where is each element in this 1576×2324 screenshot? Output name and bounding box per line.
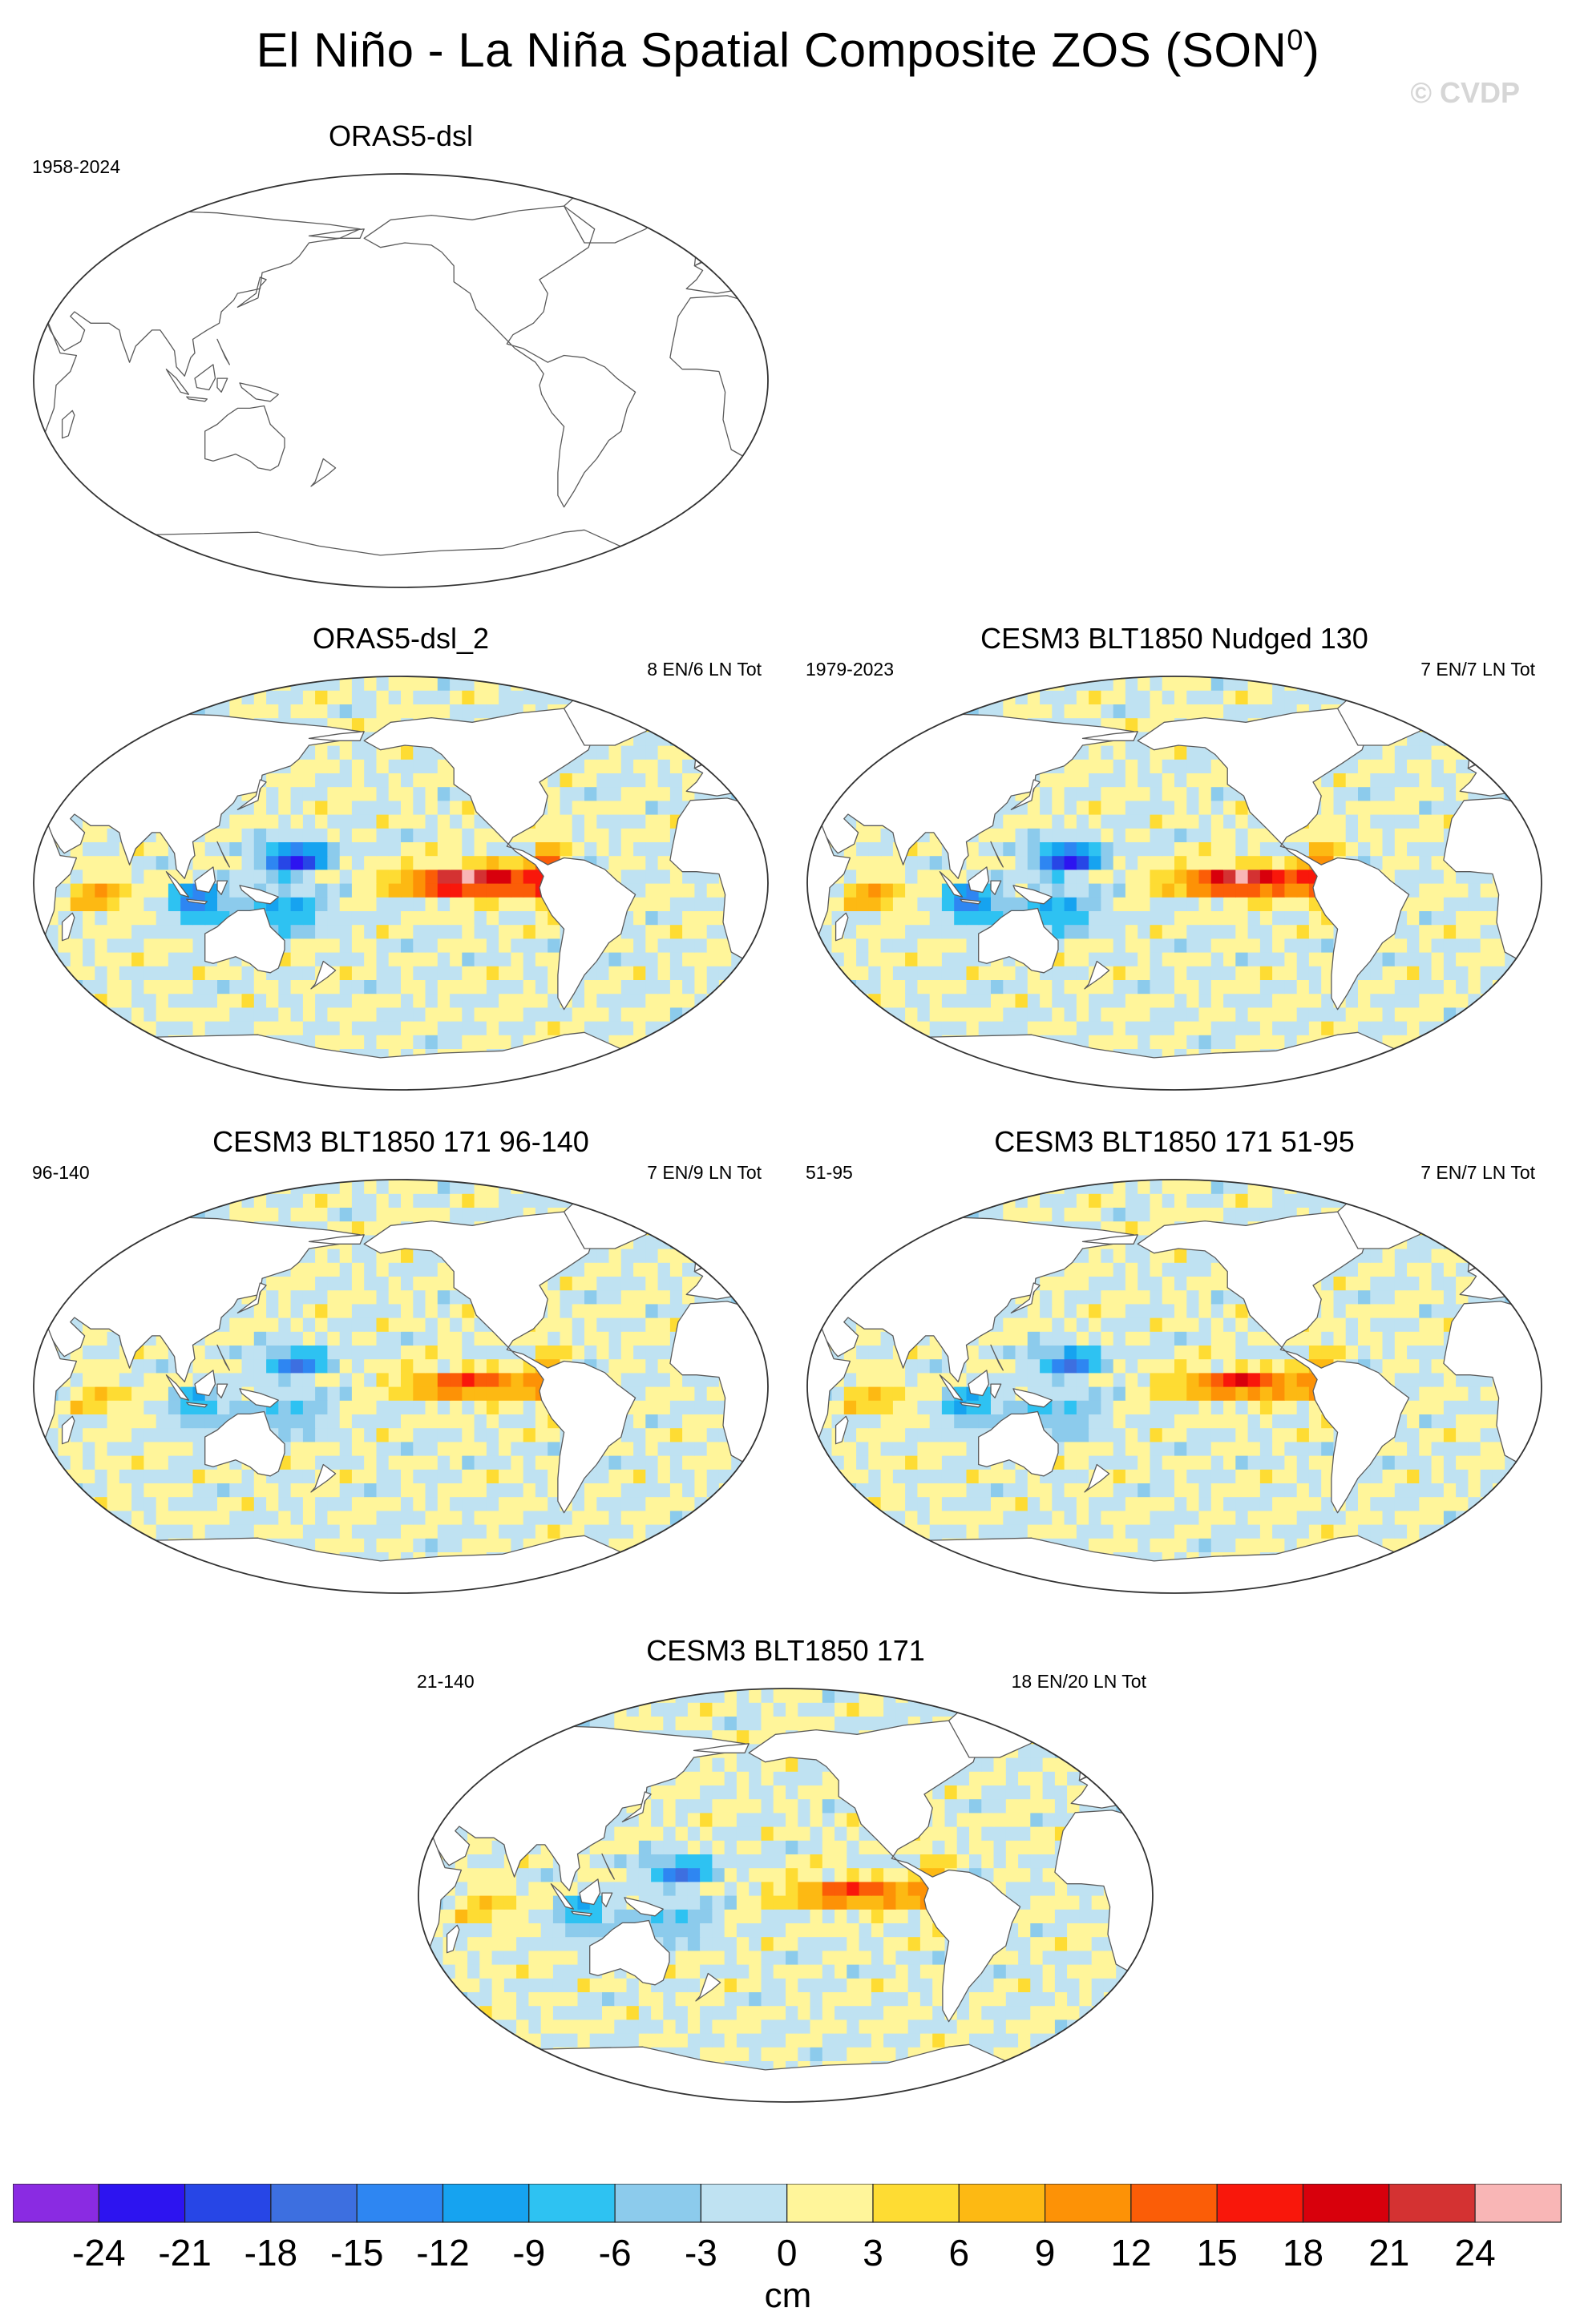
- colorbar-tick-label: -15: [330, 2232, 383, 2272]
- colorbar-tick-label: -3: [685, 2232, 717, 2272]
- colorbar-box: [1130, 2184, 1218, 2223]
- map-panel-oras5-dsl-2: ORAS5-dsl_2 8 EN/6 LN Tot: [16, 619, 786, 1132]
- colorbar-tick-label: 15: [1197, 2232, 1238, 2272]
- colorbar-tick-label: 3: [863, 2232, 883, 2272]
- colorbar-tick-label: 0: [777, 2232, 798, 2272]
- colorbar-tick-label: -24: [72, 2232, 125, 2272]
- map-panel-cesm3-171-51-95: CESM3 BLT1850 171 51-95 51-95 7 EN/7 LN …: [790, 1122, 1559, 1635]
- colorbar-box: [1044, 2184, 1132, 2223]
- colorbar-box: [614, 2184, 701, 2223]
- map-panel-oras5-dsl: ORAS5-dsl 1958-2024: [16, 116, 786, 629]
- colorbar: -24 -21 -18 -15 -12 -9 -6 -3 0 3 6 9 12 15 18 21 24: [13, 2184, 1562, 2272]
- panel-count-label: 8 EN/6 LN Tot: [647, 659, 762, 680]
- map-border: [806, 676, 1542, 1091]
- panel-title: CESM3 BLT1850 Nudged 130: [980, 622, 1368, 655]
- colorbar-box: [872, 2184, 960, 2223]
- map-border: [418, 1688, 1154, 2103]
- colorbar-box: [1216, 2184, 1304, 2223]
- panel-title: ORAS5-dsl_2: [312, 622, 490, 655]
- panel-title: CESM3 BLT1850 171: [646, 1634, 925, 1667]
- colorbar-tick-label: -12: [416, 2232, 469, 2272]
- colorbar-units-label: cm: [764, 2276, 812, 2315]
- panel-count-label: 7 EN/9 LN Tot: [647, 1162, 762, 1183]
- colorbar-tick-label: 12: [1110, 2232, 1151, 2272]
- map-panel-cesm3-171-96-140: CESM3 BLT1850 171 96-140 96-140 7 EN/9 L…: [16, 1122, 786, 1635]
- colorbar-tick-label: -18: [244, 2232, 297, 2272]
- colorbar-box: [442, 2184, 530, 2223]
- map-border: [33, 1179, 769, 1594]
- panel-period-label: 21-140: [417, 1671, 475, 1692]
- colorbar-box: [1302, 2184, 1390, 2223]
- panel-count-label: 7 EN/7 LN Tot: [1420, 1162, 1535, 1183]
- colorbar-box: [528, 2184, 616, 2223]
- colorbar-tick-label: 6: [949, 2232, 970, 2272]
- map-border: [33, 676, 769, 1091]
- colorbar-box: [958, 2184, 1046, 2223]
- panel-period-label: 96-140: [32, 1162, 90, 1183]
- panel-title: CESM3 BLT1850 171 96-140: [212, 1125, 589, 1158]
- colorbar-tick-label: -6: [599, 2232, 632, 2272]
- colorbar-box: [13, 2184, 99, 2223]
- colorbar-tick-label: -9: [512, 2232, 545, 2272]
- figure-title: El Niño - La Niña Spatial Composite ZOS …: [256, 23, 1320, 77]
- map-border: [33, 173, 769, 588]
- panel-period-label: 1958-2024: [32, 156, 120, 177]
- colorbar-tick-label: -21: [158, 2232, 211, 2272]
- map-border: [806, 1179, 1542, 1594]
- panel-period-label: 1979-2023: [806, 659, 894, 680]
- colorbar-box: [700, 2184, 788, 2223]
- colorbar-tick-label: 24: [1455, 2232, 1496, 2272]
- colorbar-box: [1388, 2184, 1476, 2223]
- cvdp-watermark: © CVDP: [1410, 76, 1520, 109]
- map-panel-cesm3-nudged-130: CESM3 BLT1850 Nudged 130 1979-2023 7 EN/…: [790, 619, 1559, 1132]
- colorbar-box: [356, 2184, 444, 2223]
- map-background: [34, 174, 768, 587]
- panel-title: CESM3 BLT1850 171 51-95: [994, 1125, 1355, 1158]
- panel-title: ORAS5-dsl: [328, 119, 474, 152]
- panel-count-label: 18 EN/20 LN Tot: [1011, 1671, 1146, 1692]
- colorbar-box: [184, 2184, 272, 2223]
- panel-period-label: 51-95: [806, 1162, 853, 1183]
- colorbar-box: [786, 2184, 874, 2223]
- colorbar-tick-label: 9: [1035, 2232, 1056, 2272]
- map-panel-cesm3-171: CESM3 BLT1850 171 21-140 18 EN/20 LN Tot: [401, 1631, 1170, 2144]
- colorbar-tick-label: 18: [1283, 2232, 1323, 2272]
- panel-count-label: 7 EN/7 LN Tot: [1420, 659, 1535, 680]
- colorbar-box: [270, 2184, 358, 2223]
- colorbar-tick-label: 21: [1368, 2232, 1409, 2272]
- colorbar-box: [98, 2184, 186, 2223]
- colorbar-box: [1474, 2184, 1562, 2223]
